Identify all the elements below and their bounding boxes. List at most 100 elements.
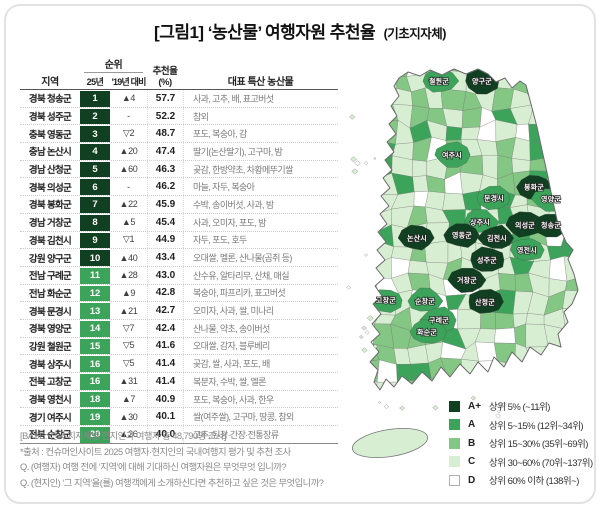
rank-badge: 20 [80, 426, 110, 443]
footnotes: [BASE: 전국 지자체별 현지인과 여행자 총 48,790명 조사] *출처… [20, 429, 350, 491]
rate-cell: 41.6 [147, 337, 183, 355]
legend-item: A+ 상위 5% (~11위) [449, 397, 593, 416]
table-row: 경북 영양군 14 ▽7 42.4 산나물, 약초, 송이버섯 [20, 318, 338, 337]
region-cell: 경북 봉화군 [28, 200, 72, 212]
table-row: 전남 구례군 11 ▲28 43.0 산수유, 알타리무, 산채, 매실 [20, 265, 338, 284]
produce-cell: 자두, 포도, 호두 [183, 231, 338, 249]
rate-cell: 47.4 [147, 143, 183, 160]
korea-map: 철원군 양구군 여주시 봉화군 영양군 문경시 상주시 의성군 청송군 논산시 영동군 김천시 영천시 성… [342, 52, 598, 480]
rank-change-cell: ▽5 [122, 358, 135, 369]
legend-grade-label: A+ [468, 400, 482, 412]
produce-cell: 사과, 고추, 배, 표고버섯 [183, 90, 338, 107]
rank-badge: 19 [80, 408, 110, 426]
produce-cell: 참외 [183, 107, 338, 125]
header-rank-title: 순위 [84, 56, 143, 73]
region-cell: 경북 영양군 [28, 324, 72, 336]
rank-badge: 1 [80, 90, 110, 107]
rank-badge: 14 [80, 319, 110, 337]
table-row: 강원 철원군 15 ▽5 41.6 오대쌀, 감자, 블루베리 [20, 336, 338, 355]
rank-change-cell: ▲21 [119, 305, 138, 316]
map-region-label: 성주군 [477, 256, 497, 265]
legend-range-label: 상위 60% 이하 (138위~) [489, 476, 579, 488]
rank-badge: 11 [80, 266, 110, 284]
map-region-label: 논산시 [407, 234, 427, 243]
header-region: 지역 [41, 77, 59, 88]
header-produce: 대표 특산 농산물 [227, 77, 294, 88]
map-region-label: 양구군 [472, 77, 492, 86]
table-row: 경북 청송군 1 ▲4 57.7 사과, 고추, 배, 표고버섯 [20, 90, 338, 107]
rank-change-cell: ▲26 [119, 429, 138, 440]
rank-change-cell: ▽7 [122, 322, 135, 333]
rank-change-cell: ▲20 [119, 146, 138, 157]
map-region-label: 순창군 [415, 297, 435, 306]
rate-cell: 42.4 [147, 319, 183, 337]
rate-cell: 45.9 [147, 196, 183, 213]
rate-cell: 46.2 [147, 178, 183, 196]
legend-item: A 상위 5~15% (12위~34위) [449, 416, 593, 435]
legend-grade-label: A [468, 419, 476, 431]
title-main: [그림1] ‘농산물’ 여행자원 추천율 [154, 23, 376, 42]
legend-item: D 상위 60% 이하 (138위~) [449, 471, 593, 490]
map-region-label: 김천시 [487, 234, 507, 243]
legend-grade-label: C [468, 456, 476, 468]
map-region-label: 문경시 [484, 194, 504, 203]
map-region-label: 청송군 [541, 221, 561, 230]
table-body: 경북 청송군 1 ▲4 57.7 사과, 고추, 배, 표고버섯 경북 성주군 2 - 52.2… [20, 90, 338, 444]
rate-cell: 41.4 [147, 355, 183, 372]
produce-cell: 포도, 복숭아, 감 [183, 125, 338, 143]
rank-change-cell: ▲40 [119, 252, 138, 263]
jeju-island [352, 428, 428, 458]
rank-change-cell: ▲22 [119, 199, 138, 210]
footnote-line: Q. (여행자) 여행 전에 ‘지역’에 대해 기대하신 여행자원은 무엇무엇 … [20, 462, 287, 472]
map-region-label: 영양군 [541, 195, 561, 204]
produce-cell: 곶감, 쌀, 사과, 포도, 배 [183, 355, 338, 372]
page-title: [그림1] ‘농산물’ 여행자원 추천율 (기초지자체) [0, 18, 600, 43]
legend-swatch [449, 456, 460, 468]
map-region-label: 거창군 [457, 276, 477, 285]
legend-item: C 상위 30~60% (70위~137위) [449, 453, 593, 472]
map-region-label: 화순군 [417, 328, 437, 337]
rank-badge: 10 [80, 249, 110, 266]
rank-change-cell: ▲60 [119, 164, 138, 175]
rank-change-cell: ▲9 [121, 287, 136, 298]
legend-swatch [449, 437, 460, 449]
produce-cell: 수박, 송이버섯, 사과, 밤 [183, 196, 338, 213]
table-row: 경북 문경시 13 ▲21 42.7 오미자, 사과, 쌀, 미나리 [20, 301, 338, 319]
produce-cell: 복숭아, 파프리카, 표고버섯 [183, 284, 338, 302]
islands [346, 114, 541, 419]
region-cell: 경북 청송군 [28, 94, 72, 106]
region-cell: 경북 상주시 [28, 359, 72, 371]
map-region-label: 철원군 [429, 77, 449, 86]
header-rate-line1: 추천율 [152, 66, 178, 77]
produce-cell: 산나물, 약초, 송이버섯 [183, 319, 338, 337]
map-region-label: 상주시 [470, 218, 490, 227]
rank-badge: 8 [80, 213, 110, 231]
region-cell: 경북 의성군 [28, 182, 72, 194]
table-row: 경남 거창군 8 ▲5 45.4 사과, 오미자, 포도, 밤 [20, 212, 338, 231]
legend-item: B 상위 15~30% (35위~69위) [449, 434, 593, 453]
ranking-table: 지역 순위 25년 ’19년 대비 추천율 (%) 대표 특산 농산물 경북 청… [20, 56, 338, 444]
rank-change-cell: ▽1 [122, 234, 135, 245]
region-cell: 전남 구례군 [28, 271, 72, 283]
produce-cell: 쌀(여주쌀), 고구마, 땅콩, 참외 [183, 408, 338, 426]
rank-change-cell: - [127, 181, 130, 192]
map-region-label: 산청군 [475, 298, 495, 307]
rank-change-cell: ▽2 [122, 128, 135, 139]
header-rank-vs2019: ’19년 대비 [111, 77, 146, 87]
rate-cell: 43.0 [147, 266, 183, 284]
table-row: 경북 상주시 16 ▽5 41.4 곶감, 쌀, 사과, 포도, 배 [20, 354, 338, 372]
rank-badge: 2 [80, 107, 110, 125]
footnote-line: [BASE: 전국 지자체별 현지인과 여행자 총 48,790명 조사] [20, 431, 226, 441]
table-row: 경기 여주시 19 ▲30 40.1 쌀(여주쌀), 고구마, 땅콩, 참외 [20, 407, 338, 426]
produce-cell: 마늘, 자두, 복숭아 [183, 178, 338, 196]
rank-badge: 15 [80, 337, 110, 355]
map-region-label: 봉화군 [524, 183, 544, 192]
rate-cell: 52.2 [147, 107, 183, 125]
table-row: 경북 의성군 6 - 46.2 마늘, 자두, 복숭아 [20, 177, 338, 196]
map-region-label: 여주시 [442, 151, 462, 160]
rank-change-cell: ▲30 [119, 411, 138, 422]
legend-range-label: 상위 15~30% (35위~69위) [489, 439, 588, 451]
produce-cell: 고추, 된장·간장·전통장류 [183, 426, 338, 443]
legend-swatch [449, 419, 460, 431]
